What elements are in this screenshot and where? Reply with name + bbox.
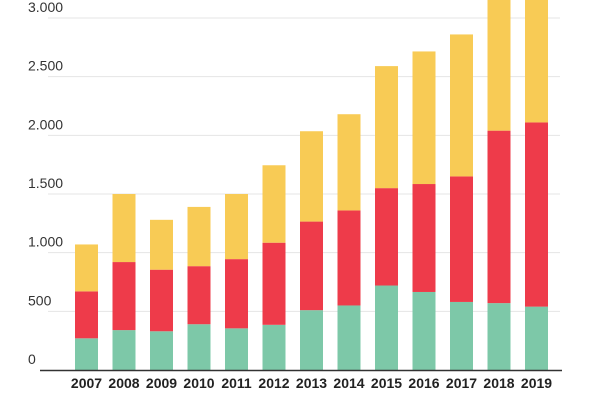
bar-2012-series-1 <box>262 324 286 370</box>
bar-2009-series-1 <box>150 331 173 370</box>
bar-2012-series-3 <box>262 165 286 243</box>
x-tick-label-2012: 2012 <box>258 375 289 391</box>
bar-2014-series-2 <box>337 210 361 306</box>
bar-2011-series-2 <box>225 259 248 329</box>
bar-2014-series-1 <box>337 305 361 370</box>
bar-2014-series-3 <box>337 114 361 211</box>
bar-2019-series-3 <box>525 0 548 123</box>
x-tick-label-2009: 2009 <box>146 375 177 391</box>
bar-2016-series-2 <box>412 184 436 292</box>
bar-2012-series-2 <box>262 242 286 325</box>
y-tick-label-1500: 1.500 <box>28 175 63 191</box>
bars <box>75 0 548 370</box>
bar-2019-series-2 <box>525 122 548 307</box>
bar-2016-series-1 <box>412 291 436 370</box>
bar-2011-series-1 <box>225 328 248 370</box>
y-axis-ticks: 0 500 1.000 1.500 2.000 2.500 3.000 <box>28 0 63 367</box>
bar-2009-series-2 <box>150 269 173 332</box>
x-tick-label-2019: 2019 <box>521 375 552 391</box>
x-tick-label-2015: 2015 <box>371 375 402 391</box>
bar-2010-series-1 <box>187 324 211 370</box>
x-axis-ticks: 2007 2008 2009 2010 2011 2012 2013 2014 2015 2016… <box>71 375 552 391</box>
y-tick-label-2500: 2.500 <box>28 58 63 74</box>
y-tick-label-500: 500 <box>28 292 52 308</box>
x-tick-label-2018: 2018 <box>483 375 514 391</box>
y-tick-label-0: 0 <box>28 351 36 367</box>
y-tick-label-2000: 2.000 <box>28 116 63 132</box>
x-tick-label-2013: 2013 <box>296 375 327 391</box>
bar-2018-series-3 <box>487 0 511 131</box>
y-tick-label-1000: 1.000 <box>28 234 63 250</box>
bar-2010-series-3 <box>187 206 211 267</box>
bar-2016-series-3 <box>412 51 436 185</box>
bar-2015-series-1 <box>375 285 398 370</box>
bar-2007-series-1 <box>75 338 98 370</box>
bar-2013-series-3 <box>300 131 323 222</box>
bar-2011-series-3 <box>225 194 248 260</box>
y-tick-label-3000: 3.000 <box>28 0 63 15</box>
bar-2017-series-3 <box>450 34 473 177</box>
bar-2010-series-2 <box>187 266 211 325</box>
x-tick-label-2017: 2017 <box>446 375 477 391</box>
x-tick-label-2007: 2007 <box>71 375 102 391</box>
bar-2013-series-1 <box>300 310 323 370</box>
bar-2017-series-1 <box>450 301 473 370</box>
bar-2013-series-2 <box>300 221 323 311</box>
bar-2008-series-2 <box>112 262 136 331</box>
bar-2015-series-2 <box>375 188 398 286</box>
x-tick-label-2016: 2016 <box>408 375 439 391</box>
bar-2019-series-1 <box>525 306 548 370</box>
bar-2017-series-2 <box>450 176 473 302</box>
x-tick-label-2011: 2011 <box>221 375 252 391</box>
bar-2007-series-3 <box>75 244 98 292</box>
x-tick-label-2010: 2010 <box>183 375 214 391</box>
bar-2008-series-3 <box>112 194 136 263</box>
x-tick-label-2008: 2008 <box>108 375 139 391</box>
bar-2015-series-3 <box>375 66 398 189</box>
bar-2008-series-1 <box>112 330 136 370</box>
x-tick-label-2014: 2014 <box>333 375 364 391</box>
bar-2018-series-1 <box>487 303 511 370</box>
bar-2009-series-3 <box>150 219 173 270</box>
bar-2018-series-2 <box>487 130 511 304</box>
bar-2007-series-2 <box>75 291 98 339</box>
